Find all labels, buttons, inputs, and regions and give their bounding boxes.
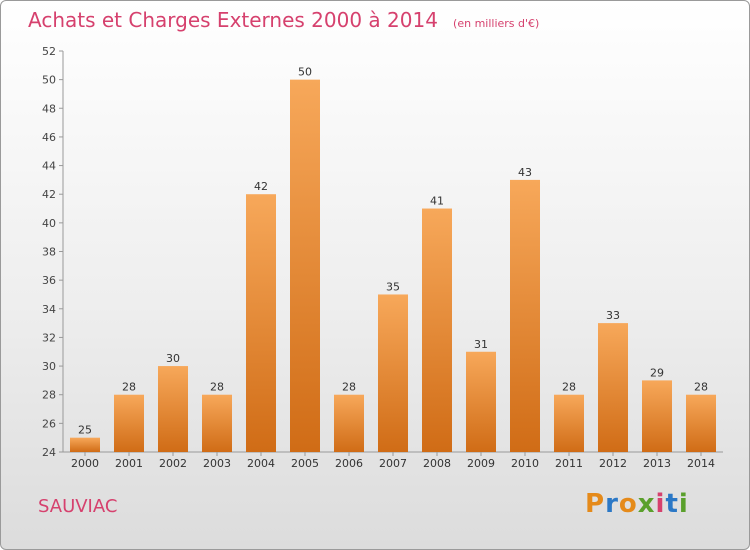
data-label: 42 [254,180,268,193]
bar-2010 [510,179,540,452]
x-tick-label: 2004 [247,457,275,470]
bar-2005 [290,79,320,453]
y-tick-label: 50 [42,74,56,87]
x-tick-label: 2006 [335,457,363,470]
bar-2001 [114,394,144,452]
x-tick-label: 2005 [291,457,319,470]
y-tick-label: 46 [42,131,56,144]
x-tick-label: 2003 [203,457,231,470]
bar-2002 [158,366,188,452]
y-tick-label: 52 [42,45,56,58]
data-label: 35 [386,280,400,293]
y-tick-label: 36 [42,274,56,287]
logo-letter: t [665,489,679,519]
bar-2012 [598,323,628,452]
data-label: 33 [606,309,620,322]
x-tick-label: 2008 [423,457,451,470]
data-label: 25 [78,424,92,437]
data-label: 28 [210,381,224,394]
y-tick-label: 34 [42,303,56,316]
bar-2006 [334,394,364,452]
chart-title: Achats et Charges Externes 2000 à 2014 [28,8,438,32]
logo-letter: o [618,489,638,519]
bar-2008 [422,208,452,452]
bar-2014 [686,394,716,452]
bar-2000 [70,437,100,452]
bar-2013 [642,380,672,452]
x-tick-label: 2001 [115,457,143,470]
bar-2011 [554,394,584,452]
y-tick-label: 40 [42,217,56,230]
logo-letter: P [585,489,606,519]
data-label: 29 [650,366,664,379]
y-tick-label: 32 [42,331,56,344]
y-tick-label: 42 [42,188,56,201]
data-label: 30 [166,352,180,365]
x-tick-label: 2009 [467,457,495,470]
data-label: 28 [694,381,708,394]
logo-letter: x [637,489,656,519]
bar-2009 [466,351,496,452]
bar-2003 [202,394,232,452]
proxiti-logo: Proxiti [585,489,689,519]
x-tick-label: 2002 [159,457,187,470]
logo-letter: i [678,489,689,519]
bar-2007 [378,294,408,452]
y-tick-label: 44 [42,160,56,173]
y-tick-label: 30 [42,360,56,373]
x-tick-label: 2007 [379,457,407,470]
data-label: 41 [430,195,444,208]
bar-2004 [246,194,276,452]
x-tick-label: 2012 [599,457,627,470]
logo-letter: i [655,489,666,519]
y-tick-label: 48 [42,102,56,115]
data-label: 43 [518,166,532,179]
x-tick-label: 2014 [687,457,715,470]
data-label: 28 [342,381,356,394]
chart-title-block: Achats et Charges Externes 2000 à 2014 (… [28,8,539,32]
x-tick-label: 2000 [71,457,99,470]
x-tick-label: 2010 [511,457,539,470]
data-label: 28 [562,381,576,394]
chart-subtitle: (en milliers d'€) [453,17,540,30]
data-label: 50 [298,66,312,79]
data-label: 31 [474,338,488,351]
x-tick-label: 2013 [643,457,671,470]
commune-name: SAUVIAC [38,496,118,517]
y-tick-label: 26 [42,417,56,430]
y-tick-label: 38 [42,246,56,259]
data-label: 28 [122,381,136,394]
x-tick-label: 2011 [555,457,583,470]
y-tick-label: 28 [42,389,56,402]
y-tick-label: 24 [42,446,56,459]
logo-letter: r [605,489,619,519]
